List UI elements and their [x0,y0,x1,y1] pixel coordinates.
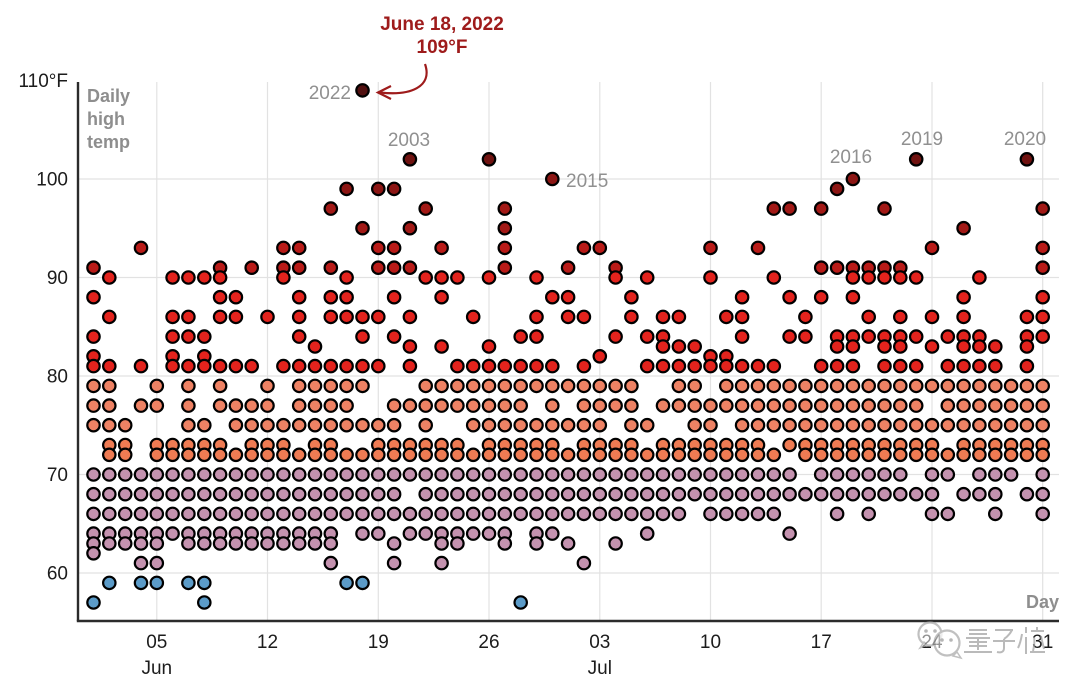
svg-text:80: 80 [47,367,68,388]
svg-text:high: high [87,109,125,129]
svg-text:17: 17 [811,632,832,653]
svg-text:70: 70 [47,465,68,486]
svg-text:Day: Day [1026,592,1059,612]
svg-text:60: 60 [47,564,68,585]
svg-text:2022: 2022 [309,83,351,104]
svg-text:June 18, 2022: June 18, 2022 [380,14,504,35]
svg-text:Daily: Daily [87,86,130,106]
svg-text:05: 05 [146,632,167,653]
svg-text:2003: 2003 [388,130,430,151]
svg-text:12: 12 [257,632,278,653]
svg-text:110°F: 110°F [19,71,69,92]
svg-text:2016: 2016 [830,147,872,168]
svg-text:Jun: Jun [141,658,172,679]
svg-text:19: 19 [368,632,389,653]
svg-text:2015: 2015 [566,171,608,192]
svg-text:100: 100 [36,170,68,191]
svg-text:10: 10 [700,632,721,653]
svg-text:03: 03 [589,632,610,653]
svg-text:26: 26 [478,632,499,653]
svg-text:109°F: 109°F [417,37,468,58]
svg-text:90: 90 [47,268,68,289]
svg-text:2019: 2019 [901,129,943,150]
svg-text:Jul: Jul [588,658,612,679]
svg-text:2020: 2020 [1004,129,1046,150]
svg-text:temp: temp [87,132,130,152]
